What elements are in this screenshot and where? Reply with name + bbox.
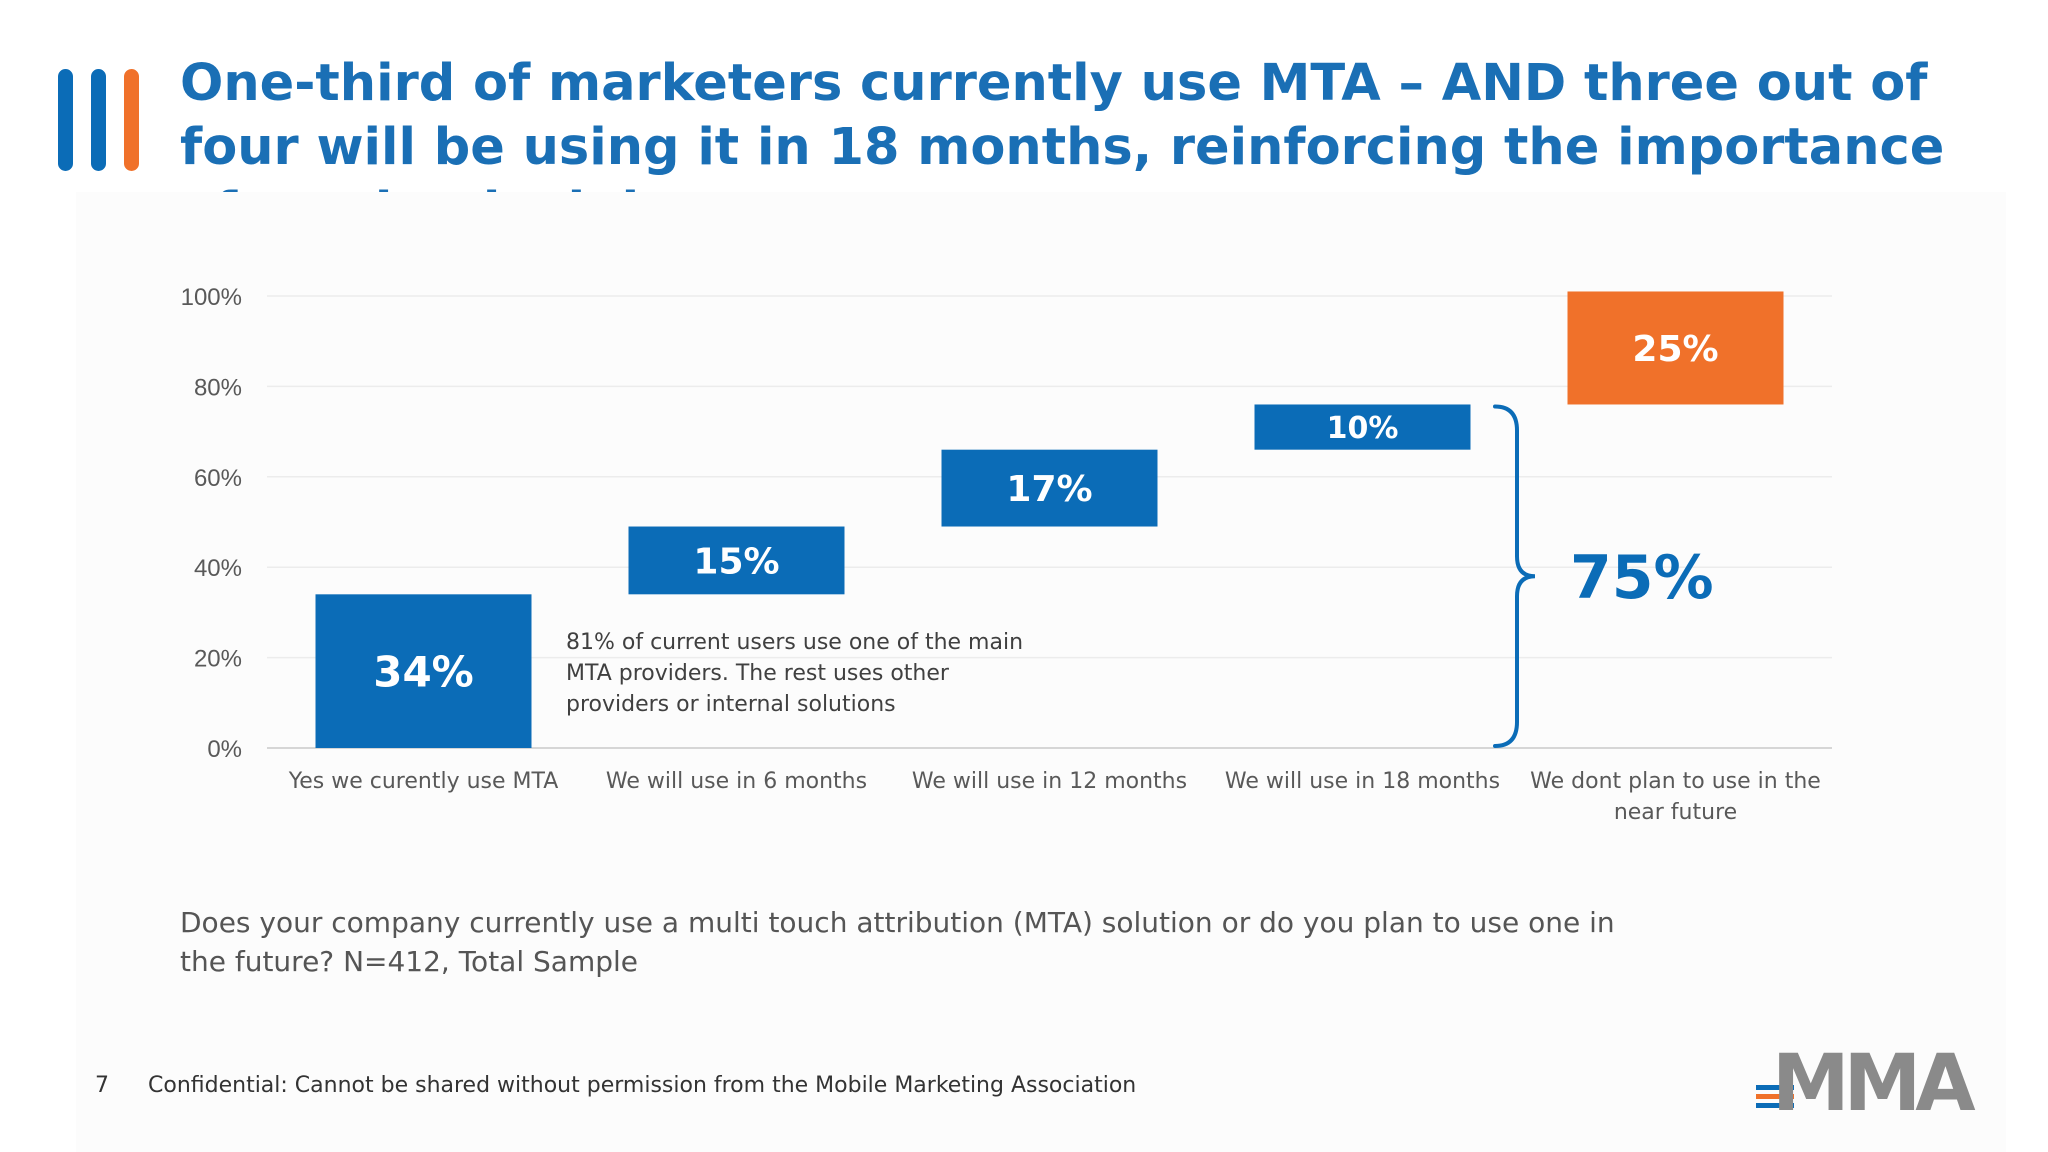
y-tick-label: 20%	[194, 646, 242, 673]
bar	[941, 449, 1158, 527]
brand-bars-icon	[58, 69, 140, 171]
confidential-notice: Confidential: Cannot be shared without p…	[148, 1073, 1137, 1098]
y-tick-label: 60%	[194, 465, 242, 492]
category-label: We dont plan to use in the	[1530, 769, 1821, 794]
data-label: 15%	[693, 541, 779, 582]
data-label: 17%	[1006, 469, 1092, 510]
brace-total-label: 75%	[1570, 543, 1714, 613]
survey-question: Does your company currently use a multi …	[180, 906, 1615, 978]
annotation-note: MTA providers. The rest uses other	[566, 661, 950, 686]
y-tick-label: 80%	[194, 374, 242, 401]
annotation-note: providers or internal solutions	[566, 692, 896, 717]
data-label: 25%	[1632, 329, 1718, 370]
bar	[315, 594, 532, 748]
bar	[628, 526, 845, 595]
category-label: We will use in 18 months	[1225, 769, 1500, 794]
page-number: 7	[95, 1073, 109, 1098]
data-label: 34%	[373, 647, 474, 696]
curly-brace	[1493, 404, 1536, 748]
logo-bar-blue-2	[91, 69, 106, 171]
bar	[1567, 291, 1784, 405]
logo-bar-blue-1	[58, 69, 73, 171]
mma-logo: MMA	[1750, 1039, 2000, 1129]
category-label: We will use in 6 months	[606, 769, 867, 794]
annotation-note: 81% of current users use one of the main	[566, 630, 1023, 655]
category-label: Yes we curently use MTA	[288, 769, 559, 794]
mma-logo-text: MMA	[1772, 1039, 1976, 1129]
logo-bar-orange	[124, 69, 139, 171]
category-label: We will use in 12 months	[912, 769, 1187, 794]
data-label: 10%	[1327, 411, 1399, 446]
y-tick-label: 0%	[207, 736, 242, 763]
logo-stripes-icon	[1756, 1085, 1794, 1115]
category-label: near future	[1614, 800, 1737, 825]
y-tick-label: 100%	[181, 284, 242, 311]
bar	[1254, 404, 1471, 450]
y-tick-label: 40%	[194, 555, 242, 582]
